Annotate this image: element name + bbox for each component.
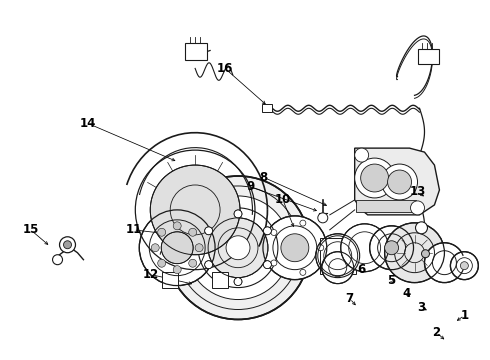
Text: 11: 11	[125, 223, 142, 236]
Circle shape	[189, 259, 196, 267]
Circle shape	[139, 210, 215, 285]
Bar	[417, 49, 440, 64]
Text: 15: 15	[23, 223, 39, 236]
Circle shape	[186, 196, 290, 300]
Circle shape	[281, 234, 309, 262]
Circle shape	[208, 218, 268, 278]
Circle shape	[59, 237, 75, 253]
Circle shape	[173, 222, 181, 230]
Circle shape	[461, 262, 468, 270]
Circle shape	[189, 228, 196, 236]
Circle shape	[300, 269, 306, 275]
Text: 12: 12	[143, 268, 159, 281]
Circle shape	[388, 170, 412, 194]
Circle shape	[173, 266, 181, 274]
Text: 8: 8	[259, 171, 267, 184]
Text: 16: 16	[217, 62, 233, 75]
Circle shape	[234, 210, 242, 218]
Bar	[185, 42, 207, 60]
Circle shape	[205, 261, 213, 269]
Circle shape	[385, 241, 398, 255]
Bar	[320, 238, 356, 274]
Bar	[356, 200, 416, 212]
Circle shape	[195, 244, 203, 252]
Circle shape	[150, 165, 240, 255]
Circle shape	[421, 250, 429, 258]
Bar	[162, 272, 178, 288]
Circle shape	[166, 176, 310, 319]
Text: 7: 7	[345, 292, 354, 305]
Circle shape	[355, 158, 394, 198]
Circle shape	[263, 216, 327, 280]
Circle shape	[369, 226, 414, 270]
Circle shape	[411, 201, 424, 215]
Text: 5: 5	[388, 274, 396, 287]
Circle shape	[52, 255, 63, 265]
Circle shape	[300, 220, 306, 226]
Circle shape	[355, 148, 368, 162]
Text: 3: 3	[417, 301, 425, 314]
Circle shape	[341, 224, 389, 272]
Circle shape	[361, 164, 389, 192]
Text: 2: 2	[432, 326, 441, 339]
Text: 6: 6	[358, 263, 366, 276]
Circle shape	[226, 236, 250, 260]
Circle shape	[271, 260, 277, 266]
Circle shape	[318, 245, 324, 251]
Circle shape	[385, 223, 444, 283]
Circle shape	[450, 252, 478, 280]
Text: 10: 10	[275, 193, 291, 206]
Circle shape	[161, 232, 193, 264]
Circle shape	[264, 227, 271, 235]
Text: 4: 4	[402, 287, 411, 300]
Text: 1: 1	[460, 309, 468, 322]
Polygon shape	[355, 148, 440, 215]
Text: 13: 13	[409, 185, 426, 198]
Text: 9: 9	[247, 180, 255, 193]
Circle shape	[234, 278, 242, 285]
Circle shape	[158, 228, 166, 236]
Circle shape	[205, 227, 213, 235]
Circle shape	[424, 243, 465, 283]
Circle shape	[322, 252, 354, 284]
Circle shape	[158, 259, 166, 267]
Bar	[212, 272, 228, 288]
Circle shape	[151, 244, 159, 252]
Bar	[262, 104, 272, 112]
Circle shape	[64, 241, 72, 249]
Text: 14: 14	[79, 117, 96, 130]
Circle shape	[316, 234, 360, 278]
Circle shape	[264, 261, 271, 269]
Circle shape	[416, 222, 427, 234]
Circle shape	[271, 230, 277, 235]
Circle shape	[382, 164, 417, 200]
Circle shape	[318, 213, 328, 223]
